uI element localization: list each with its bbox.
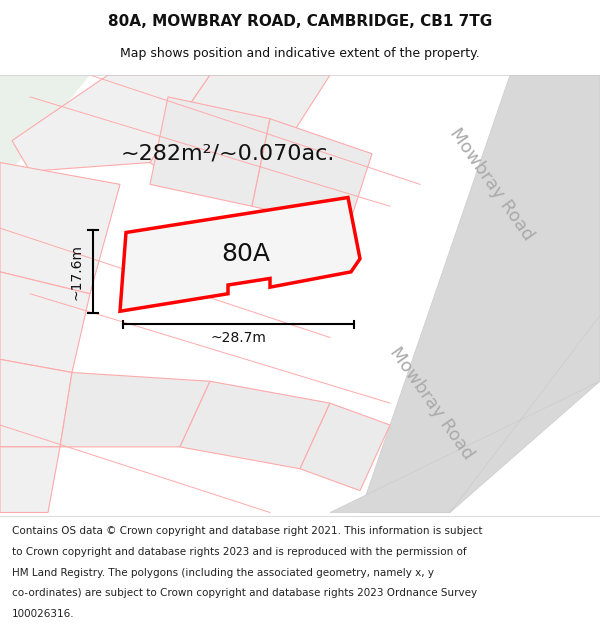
Polygon shape xyxy=(150,75,330,184)
Polygon shape xyxy=(300,403,390,491)
Polygon shape xyxy=(252,119,372,228)
Polygon shape xyxy=(12,75,210,171)
Text: ~28.7m: ~28.7m xyxy=(211,331,266,344)
Polygon shape xyxy=(150,97,270,206)
Polygon shape xyxy=(180,381,330,469)
Text: ~282m²/~0.070ac.: ~282m²/~0.070ac. xyxy=(121,144,335,164)
Text: Contains OS data © Crown copyright and database right 2021. This information is : Contains OS data © Crown copyright and d… xyxy=(12,526,482,536)
Text: 80A: 80A xyxy=(221,242,271,266)
Text: Mowbray Road: Mowbray Road xyxy=(446,125,538,244)
Text: HM Land Registry. The polygons (including the associated geometry, namely x, y: HM Land Registry. The polygons (includin… xyxy=(12,568,434,578)
Text: Map shows position and indicative extent of the property.: Map shows position and indicative extent… xyxy=(120,48,480,61)
Polygon shape xyxy=(60,372,210,447)
Polygon shape xyxy=(360,75,600,512)
Text: 80A, MOWBRAY ROAD, CAMBRIDGE, CB1 7TG: 80A, MOWBRAY ROAD, CAMBRIDGE, CB1 7TG xyxy=(108,14,492,29)
Text: Mowbray Road: Mowbray Road xyxy=(386,344,478,462)
Text: 100026316.: 100026316. xyxy=(12,609,74,619)
Text: ~17.6m: ~17.6m xyxy=(69,244,83,300)
Polygon shape xyxy=(0,75,90,184)
Polygon shape xyxy=(0,359,72,447)
Polygon shape xyxy=(0,162,120,294)
Polygon shape xyxy=(120,198,360,311)
Polygon shape xyxy=(330,316,600,512)
Text: to Crown copyright and database rights 2023 and is reproduced with the permissio: to Crown copyright and database rights 2… xyxy=(12,547,467,557)
Text: co-ordinates) are subject to Crown copyright and database rights 2023 Ordnance S: co-ordinates) are subject to Crown copyr… xyxy=(12,589,477,599)
Polygon shape xyxy=(0,447,60,512)
Polygon shape xyxy=(0,272,90,372)
